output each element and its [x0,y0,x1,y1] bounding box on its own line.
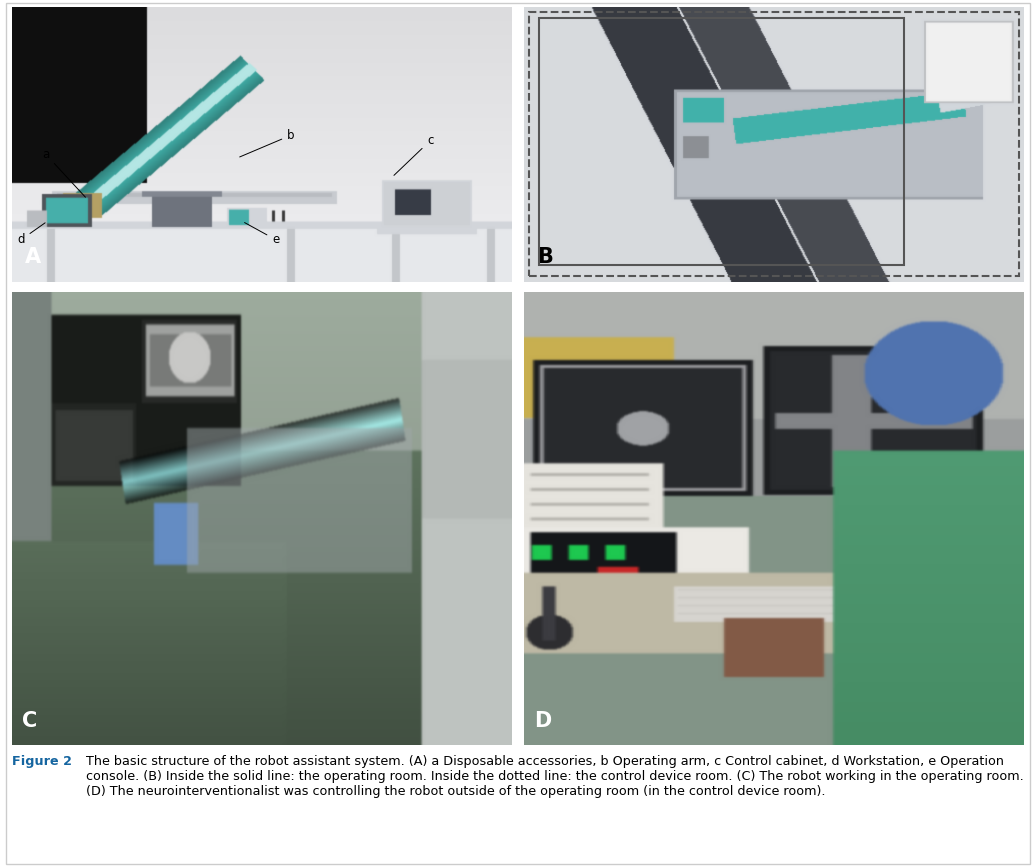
Text: e: e [244,223,280,246]
Text: d: d [18,223,46,246]
Text: c: c [394,134,433,175]
Text: The basic structure of the robot assistant system. (A) a Disposable accessories,: The basic structure of the robot assista… [86,755,1024,799]
Text: A: A [25,246,41,266]
Text: Figure 2: Figure 2 [12,755,73,768]
Text: B: B [537,246,552,266]
Bar [539,18,903,265]
Text: C: C [23,711,37,731]
Text: a: a [42,148,85,197]
Text: b: b [239,129,294,157]
Text: D: D [535,711,551,731]
